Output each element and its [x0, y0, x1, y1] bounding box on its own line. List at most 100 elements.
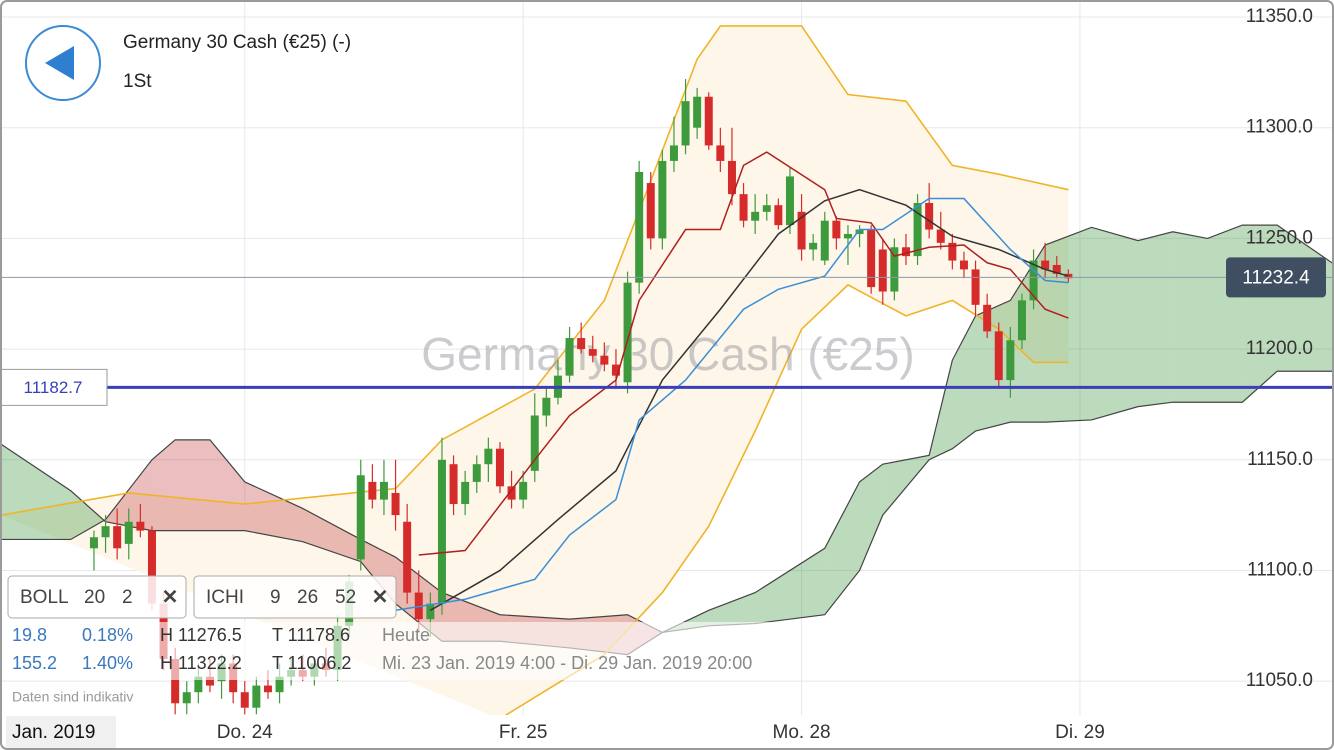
candle-body: [182, 692, 191, 704]
info-value: 0.18%: [82, 625, 133, 645]
y-tick-label: 11050.0: [1246, 670, 1313, 691]
candle-body: [1006, 340, 1015, 381]
candle-body: [727, 160, 736, 195]
candle-body: [519, 481, 528, 500]
info-value: H 11322.2: [160, 653, 242, 673]
y-tick-label: 11300.0: [1246, 117, 1313, 138]
candle-body: [669, 145, 678, 161]
candle-body: [205, 676, 214, 686]
indicator-line: [418, 151, 1069, 556]
instrument-title: Germany 30 Cash (€25) (-): [123, 32, 351, 53]
cloud-segment: [1091, 227, 1138, 420]
candle-body: [983, 304, 992, 332]
candle-body: [762, 205, 771, 212]
info-value: 1.40%: [82, 653, 133, 673]
indicator-remove[interactable]: ✕: [372, 586, 389, 608]
candle-body: [588, 349, 597, 356]
candle-body: [855, 229, 864, 234]
info-value: T 11178.6: [272, 625, 350, 645]
indicator-remove[interactable]: ✕: [162, 586, 179, 608]
candle-body: [959, 260, 968, 270]
back-button[interactable]: [25, 25, 101, 101]
candle-body: [1052, 264, 1061, 274]
level-label-box: [0, 368, 108, 406]
candle-body: [716, 145, 725, 161]
candle-body: [681, 101, 690, 146]
candle-body: [124, 521, 133, 544]
candle-body: [925, 202, 934, 230]
indicator-name: ICHI: [206, 587, 244, 608]
cloud-segment: [952, 315, 976, 449]
candle-body: [658, 160, 667, 239]
indicator-param: 20: [84, 587, 105, 608]
x-tick-label: Mo. 28: [773, 722, 831, 743]
x-axis-band: [0, 715, 1334, 750]
indicator-line: [429, 188, 1069, 611]
candle-body: [240, 692, 249, 708]
candle-body: [1029, 260, 1038, 301]
cloud-segment: [1045, 227, 1092, 423]
candle-body: [356, 475, 365, 560]
candle-body: [426, 603, 435, 620]
candle-body: [820, 220, 829, 261]
candle-body: [809, 242, 818, 250]
candle-body: [530, 415, 539, 471]
cloud-segment: [755, 548, 825, 624]
indicator-chip[interactable]: [193, 575, 397, 619]
candle-body: [565, 338, 574, 376]
cloud-segment: [175, 439, 210, 531]
candle-body: [101, 526, 110, 538]
cloud-segment: [708, 592, 756, 626]
cloud-segment: [209, 439, 245, 531]
data-note: Daten sind indikativ: [12, 689, 133, 705]
candle-body: [901, 247, 910, 257]
back-arrow[interactable]: [45, 46, 74, 80]
candle-body: [971, 269, 980, 305]
candle-body: [1017, 300, 1026, 341]
indicator-chip[interactable]: [7, 575, 187, 619]
candle-body: [832, 220, 841, 239]
candle-body: [611, 364, 620, 376]
candle-body: [1041, 260, 1050, 270]
cloud-segment: [151, 439, 176, 531]
candle-body: [751, 211, 760, 221]
indicator-param: 9: [270, 587, 281, 608]
candle-body: [600, 355, 609, 365]
candle-body: [774, 205, 783, 226]
candle-body: [403, 521, 412, 593]
candle-body: [194, 676, 203, 693]
candle-body: [484, 448, 493, 465]
x-tick-label: Fr. 25: [499, 722, 548, 743]
candle-body: [263, 685, 272, 693]
cloud-span: [0, 224, 1334, 656]
candle-body: [693, 96, 702, 128]
cloud-segment: [1207, 225, 1243, 403]
info-panel: [8, 622, 798, 680]
level-label: 11182.7: [24, 378, 83, 397]
candle-body: [252, 685, 261, 708]
candle-body: [495, 448, 504, 487]
candle-body: [275, 676, 284, 693]
candle-body: [171, 658, 180, 704]
info-value: Heute: [382, 625, 430, 645]
candle-body: [948, 242, 957, 261]
band-lower: [504, 283, 1069, 715]
cloud-segment: [244, 481, 303, 542]
candle-body: [461, 481, 470, 505]
y-tick-label: 11350.0: [1246, 6, 1313, 27]
candle-body: [113, 526, 122, 549]
candle-body: [635, 171, 644, 283]
candle-body: [542, 397, 551, 416]
candle-body: [147, 530, 156, 604]
candle-body: [89, 537, 98, 549]
interval: 1St: [123, 71, 152, 92]
info-value: H 11276.5: [160, 625, 242, 645]
indicator-param: 26: [297, 587, 318, 608]
y-tick-label: 11250.0: [1246, 227, 1313, 248]
candle-body: [890, 247, 899, 292]
candle-body: [994, 331, 1003, 381]
cloud-segment: [975, 300, 1011, 431]
candle-body: [785, 176, 794, 226]
info-value: Mi. 23 Jan. 2019 4:00 - Di. 29 Jan. 2019…: [382, 653, 752, 673]
candle-body: [623, 282, 632, 383]
